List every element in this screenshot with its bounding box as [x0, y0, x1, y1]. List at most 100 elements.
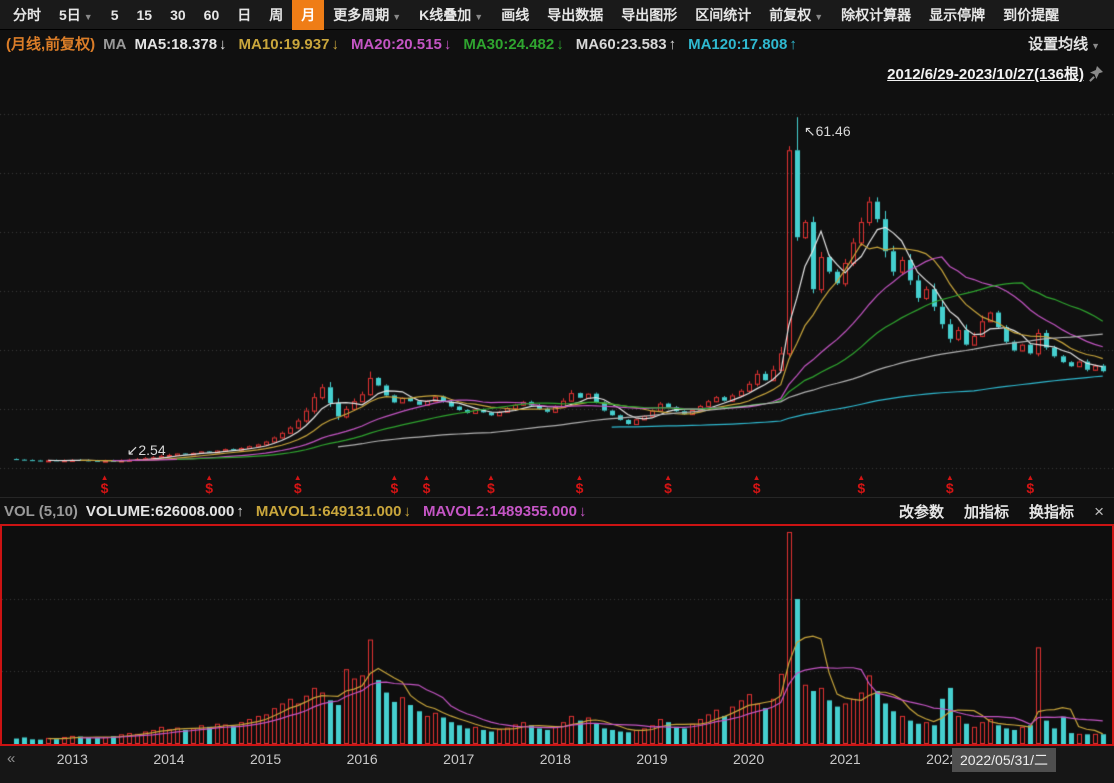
dividend-marker[interactable]: ▲ $ — [419, 474, 435, 496]
vol-value-label-2: MAVOL2:1489355.000 ↓ — [422, 503, 587, 520]
vol-pane-buttons: 改参数 加指标 换指标 × — [879, 498, 1104, 526]
dividend-dollar-icon: $ — [293, 480, 302, 496]
up-triangle-icon: ▲ — [945, 473, 954, 482]
dividend-dollar-icon: $ — [205, 480, 214, 496]
toolbar-item-18[interactable]: 到价提醒 — [1003, 6, 1060, 23]
arrow-down-icon: ↓ — [219, 36, 227, 53]
up-triangle-icon: ▲ — [664, 473, 672, 482]
ma-indicator-header: (月线,前复权) MA MA5:18.378 ↓ MA10:19.937 ↓ MA20:20… — [0, 31, 1114, 59]
dividend-marker[interactable]: ▲ $ — [97, 474, 113, 496]
toolbar-item-0[interactable]: 分时 — [13, 6, 41, 23]
change-params-button[interactable]: 改参数 — [899, 504, 945, 521]
toolbar-item-5[interactable]: 60 — [203, 6, 220, 23]
crosshair-date-tooltip: 2022/05/31/二 — [952, 748, 1056, 772]
dividend-marker[interactable]: ▲ $ — [1022, 474, 1038, 496]
dividend-marker[interactable]: ▲ $ — [660, 474, 676, 496]
up-triangle-icon: ▲ — [575, 473, 584, 482]
dividend-marker[interactable]: ▲ $ — [942, 474, 958, 496]
up-triangle-icon: ▲ — [857, 473, 866, 482]
toolbar-item-10[interactable]: K线叠加 ▼ — [419, 6, 484, 23]
chevron-down-icon: ▼ — [814, 11, 824, 22]
dividend-dollar-icon: $ — [664, 480, 672, 496]
dividend-dollar-icon: $ — [390, 480, 399, 496]
arrow-down-icon: ↓ — [556, 36, 564, 53]
ma-group-label: MA — [103, 36, 127, 53]
dividend-marker[interactable]: ▲ $ — [483, 474, 499, 496]
vol-indicator-name: VOL (5,10) — [4, 503, 78, 520]
x-axis-year-label: 2014 — [153, 751, 185, 767]
toolbar-item-12[interactable]: 导出数据 — [547, 6, 604, 23]
dividend-dollar-icon: $ — [100, 480, 109, 496]
dividend-marker[interactable]: ▲ $ — [386, 474, 402, 496]
toolbar-item-11[interactable]: 画线 — [501, 6, 530, 23]
up-triangle-icon: ▲ — [293, 473, 302, 482]
toolbar-item-6[interactable]: 日 — [237, 6, 252, 23]
ma-value-label-4: MA60:23.583 ↑ — [575, 36, 677, 53]
arrow-down-icon: ↓ — [403, 503, 411, 520]
toolbar-item-3[interactable]: 15 — [136, 6, 153, 23]
toolbar-item-15[interactable]: 前复权 ▼ — [769, 6, 824, 23]
toolbar-item-8-active[interactable]: 月 — [292, 0, 325, 30]
volume-pane — [0, 524, 1114, 746]
ma-value-label-0: MA5:18.378 ↓ — [134, 36, 227, 53]
up-triangle-icon: ▲ — [752, 473, 761, 482]
up-triangle-icon: ▲ — [100, 473, 109, 482]
up-triangle-icon: ▲ — [486, 473, 495, 482]
toolbar-item-14[interactable]: 区间统计 — [695, 6, 752, 23]
toolbar-item-1[interactable]: 5日 ▼ — [59, 6, 93, 23]
arrow-down-icon: ↓ — [443, 36, 452, 53]
up-triangle-icon: ▲ — [205, 473, 214, 482]
switch-indicator-button[interactable]: 换指标 — [1029, 504, 1075, 521]
dividend-marker[interactable]: ▲ $ — [290, 474, 306, 496]
arrow-down-icon: ↓ — [578, 503, 587, 520]
up-triangle-icon: ▲ — [390, 473, 399, 482]
x-axis-year-label: 2018 — [539, 751, 571, 767]
x-axis-year-label: 2013 — [56, 751, 88, 767]
period-adjustment-label: (月线,前复权) — [6, 36, 96, 53]
dividend-marker[interactable]: ▲ $ — [572, 474, 588, 496]
toolbar-item-16[interactable]: 除权计算器 — [841, 6, 912, 23]
dividend-dollar-icon: $ — [422, 480, 431, 496]
x-axis-year-label: 2021 — [829, 751, 861, 767]
ma-settings-button[interactable]: 设置均线 ▼ — [1028, 36, 1100, 53]
arrow-down-icon: ↓ — [331, 36, 339, 53]
price-chart-canvas[interactable] — [0, 88, 1114, 474]
time-axis-bar: « 2013 2014 2015 2016 2017 2018 2019 2020 2021 20… — [0, 746, 1114, 783]
toolbar-item-9[interactable]: 更多周期 ▼ — [333, 6, 402, 23]
pin-icon[interactable] — [1088, 65, 1104, 82]
toolbar-item-7[interactable]: 周 — [269, 6, 284, 23]
x-axis-year-label: 2016 — [346, 751, 378, 767]
toolbar-item-2[interactable]: 5 — [110, 6, 119, 23]
date-range-link[interactable]: 2012/6/29-2023/10/27(136根) — [887, 66, 1084, 83]
arrow-up-icon: ↑ — [668, 36, 677, 53]
add-indicator-button[interactable]: 加指标 — [964, 504, 1010, 521]
dividend-dollar-icon: $ — [487, 480, 495, 496]
toolbar-item-13[interactable]: 导出图形 — [621, 6, 678, 23]
period-toolbar: 分时 5日 ▼ 5 15 30 60 日周月更多周期 ▼ K线叠加 ▼ 画线 导出数据 导出图形 区间统计前… — [0, 0, 1114, 30]
high-price-annotation: ↖61.46 — [803, 123, 851, 140]
x-axis-year-label: 2017 — [443, 751, 475, 767]
ma-value-label-5: MA120:17.808 ↑ — [688, 36, 797, 53]
toolbar-item-17[interactable]: 显示停牌 — [929, 6, 986, 23]
close-pane-icon[interactable]: × — [1094, 502, 1104, 521]
chevron-down-icon: ▼ — [83, 11, 93, 22]
dividend-marker[interactable]: ▲ $ — [201, 474, 217, 496]
x-axis-year-label: 2022 — [926, 751, 958, 767]
toolbar-item-4[interactable]: 30 — [170, 6, 186, 23]
scroll-left-button[interactable]: « — [7, 750, 16, 767]
low-price-annotation: ↙2.54 — [126, 442, 166, 459]
vol-value-label-0: VOLUME:626008.000 ↑ — [85, 503, 244, 520]
dividend-dollar-icon: $ — [857, 480, 866, 496]
x-axis-year-label: 2015 — [249, 751, 282, 767]
dividend-marker-row: ▲ $ ▲ $ ▲ $ ▲ $ ▲ $ ▲ $ ▲ $ ▲ $ ▲ $ ▲ $ ▲ $ ▲ $ — [0, 474, 1114, 498]
arrow-up-icon: ↑ — [789, 36, 797, 53]
volume-chart-canvas[interactable] — [2, 526, 1112, 744]
x-axis-year-label: 2019 — [636, 751, 668, 767]
volume-indicator-header: VOL (5,10) VOLUME:626008.000 ↑ MAVOL1:64913… — [0, 497, 1114, 524]
dividend-marker[interactable]: ▲ $ — [749, 474, 765, 496]
dividend-marker[interactable]: ▲ $ — [853, 474, 869, 496]
arrow-up-icon: ↑ — [236, 503, 244, 520]
date-range-row: 2012/6/29-2023/10/27(136根) — [0, 60, 1114, 86]
x-axis-year-label: 2020 — [732, 751, 765, 767]
